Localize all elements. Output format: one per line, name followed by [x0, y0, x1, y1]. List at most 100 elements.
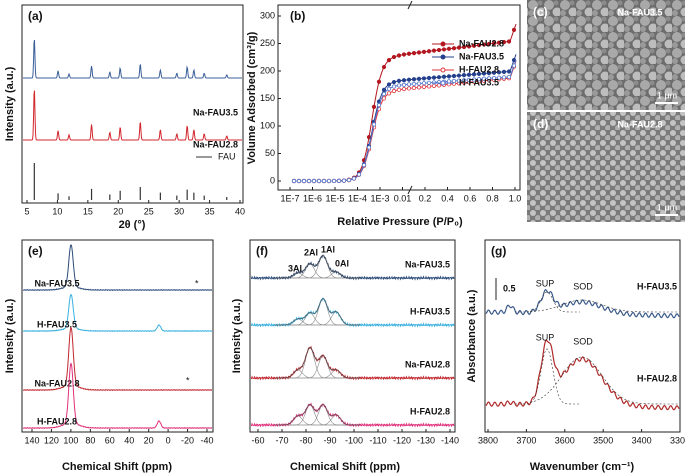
point — [471, 72, 477, 77]
label: (a) — [28, 9, 43, 23]
x-tick-label: 140 — [24, 435, 39, 445]
ir-spectrum — [485, 339, 680, 411]
micrograph — [527, 0, 685, 110]
y-tick-label: 50 — [265, 148, 275, 158]
point — [371, 104, 377, 110]
fit-component — [275, 298, 360, 326]
point — [356, 172, 362, 177]
point — [456, 78, 462, 83]
sample-label: Na-FAU3.5 — [617, 7, 662, 17]
x-tick-label: 30 — [174, 206, 184, 216]
point — [386, 86, 392, 91]
label: (f) — [256, 244, 268, 258]
point — [411, 81, 417, 87]
x-tick-label: 1E-5 — [325, 193, 344, 203]
point — [321, 178, 327, 184]
point — [496, 75, 502, 80]
sample-label: Na-FAU2.8 — [405, 359, 450, 369]
x-tick-label: 3500 — [593, 435, 613, 445]
x-tick-label: -110 — [369, 435, 386, 445]
point — [466, 77, 472, 82]
point — [451, 46, 457, 51]
axes-frame — [277, 4, 521, 191]
legend-label: FAU — [218, 151, 236, 161]
x-tick-label: 5 — [24, 206, 29, 216]
x-tick-label: 15 — [83, 206, 93, 216]
fit-sum — [275, 298, 360, 326]
point — [506, 39, 512, 44]
point — [431, 75, 437, 80]
band-label: SUP — [536, 332, 555, 342]
point — [411, 77, 417, 82]
point — [371, 122, 377, 127]
point — [446, 74, 452, 79]
x-tick-label: 1E-6 — [303, 193, 322, 203]
point — [461, 78, 467, 83]
legend-marker — [440, 67, 446, 73]
point — [496, 70, 502, 75]
x-tick-label: 60 — [105, 435, 115, 445]
sample-label: Na-FAU3.5 — [34, 278, 79, 288]
axes-frame — [21, 4, 244, 204]
x-tick-label: 25 — [144, 206, 154, 216]
nmr-spectrum — [22, 293, 213, 333]
point — [501, 69, 507, 74]
legend-marker — [440, 41, 446, 47]
marker: * — [186, 375, 190, 385]
scale-label: 1 μm — [657, 202, 677, 212]
axes-frame — [484, 239, 681, 433]
point — [416, 81, 422, 86]
legend-marker — [440, 54, 446, 60]
point — [501, 75, 507, 80]
point — [486, 76, 492, 81]
x-axis-label: 2θ (°) — [119, 219, 146, 231]
point — [461, 73, 467, 78]
fit-component — [515, 348, 580, 405]
x-tick-label: -90 — [323, 435, 336, 445]
xrd-pattern — [23, 90, 242, 141]
point — [386, 82, 392, 87]
x-tick-label: -100 — [345, 435, 363, 445]
point — [381, 96, 387, 101]
micrograph — [527, 112, 685, 222]
fit-component — [529, 299, 679, 313]
x-tick-label: 80 — [85, 435, 95, 445]
point — [421, 76, 427, 81]
point — [461, 44, 467, 50]
point — [406, 86, 412, 91]
x-tick-label: 3400 — [632, 435, 652, 445]
y-tick-label: 100 — [260, 120, 275, 130]
point — [401, 78, 407, 83]
x-axis-label: Chemical Shift (ppm) — [290, 461, 400, 473]
marker: * — [195, 278, 199, 288]
sample-label: H-FAU2.8 — [637, 373, 677, 383]
peak-label: 3Al — [288, 263, 302, 273]
legend-label: Na-FAU2.8 — [459, 38, 504, 48]
point — [431, 83, 437, 88]
point — [501, 39, 507, 45]
legend-label: H-FAU3.5 — [459, 77, 499, 87]
label: (g) — [491, 244, 506, 258]
point — [391, 79, 397, 85]
nmr-spectrum — [22, 362, 213, 430]
x-tick-label: -70 — [275, 435, 288, 445]
xrd-pattern — [23, 39, 242, 79]
point — [396, 87, 402, 92]
legend-label: Na-FAU3.5 — [459, 51, 504, 61]
sample-label: H-FAU2.8 — [410, 406, 450, 416]
x-tick-label: 20 — [144, 435, 154, 445]
point — [341, 178, 347, 183]
x-tick-label: 1E-7 — [280, 193, 299, 203]
x-tick-label: 100 — [63, 435, 78, 445]
label: (b) — [290, 9, 305, 23]
y-axis-label: Intensity (a.u.) — [4, 298, 16, 373]
point — [486, 71, 492, 76]
nmr-spectrum — [22, 244, 213, 292]
x-axis-label: Chemical Shift (ppm) — [62, 461, 172, 473]
point — [436, 75, 442, 80]
point — [491, 70, 497, 75]
axis-break — [407, 0, 413, 195]
x-tick-label: 3800 — [478, 435, 498, 445]
axes-frame — [21, 239, 214, 433]
x-tick-label: 0.01 — [394, 193, 412, 203]
